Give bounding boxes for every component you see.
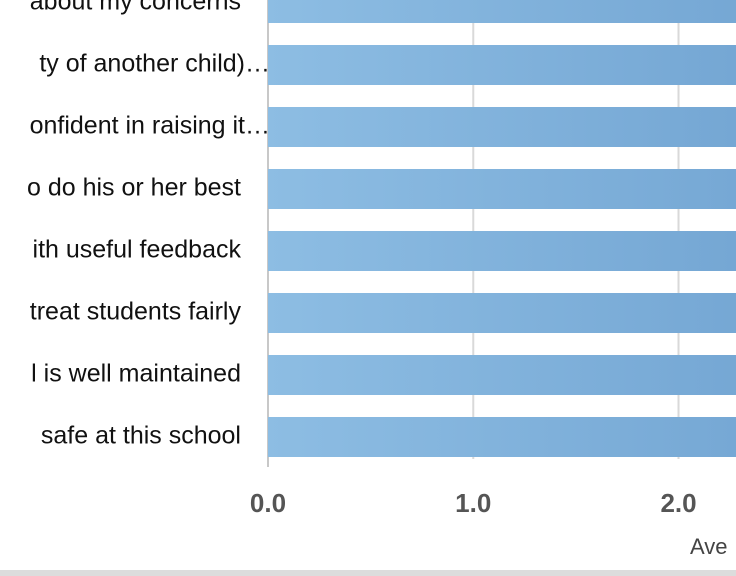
bar — [268, 417, 736, 457]
y-tick-label: safe at this school — [41, 422, 241, 450]
bottom-strip — [0, 570, 736, 576]
y-tick-label: ty of another child)… — [39, 50, 270, 78]
bar — [268, 355, 736, 395]
x-tick-label: 2.0 — [660, 488, 696, 518]
bar — [268, 45, 736, 85]
x-axis-title: Ave — [690, 534, 728, 559]
bar — [268, 231, 736, 271]
y-tick-label: about my concerns — [30, 0, 241, 16]
bar — [268, 107, 736, 147]
y-tick-label: o do his or her best — [27, 174, 241, 202]
bars — [268, 0, 736, 457]
y-tick-label: ith useful feedback — [33, 236, 242, 264]
y-tick-label: l is well maintained — [31, 360, 241, 388]
x-tick-label: 1.0 — [455, 488, 491, 518]
bar — [268, 169, 736, 209]
labels: 0.0 1.0 2.0 about my concerns ty of another … — [27, 0, 697, 518]
y-tick-label: onfident in raising it… — [30, 112, 270, 140]
bar — [268, 0, 736, 23]
x-tick-label: 0.0 — [250, 488, 286, 518]
y-tick-label: treat students fairly — [30, 298, 242, 326]
bar — [268, 293, 736, 333]
